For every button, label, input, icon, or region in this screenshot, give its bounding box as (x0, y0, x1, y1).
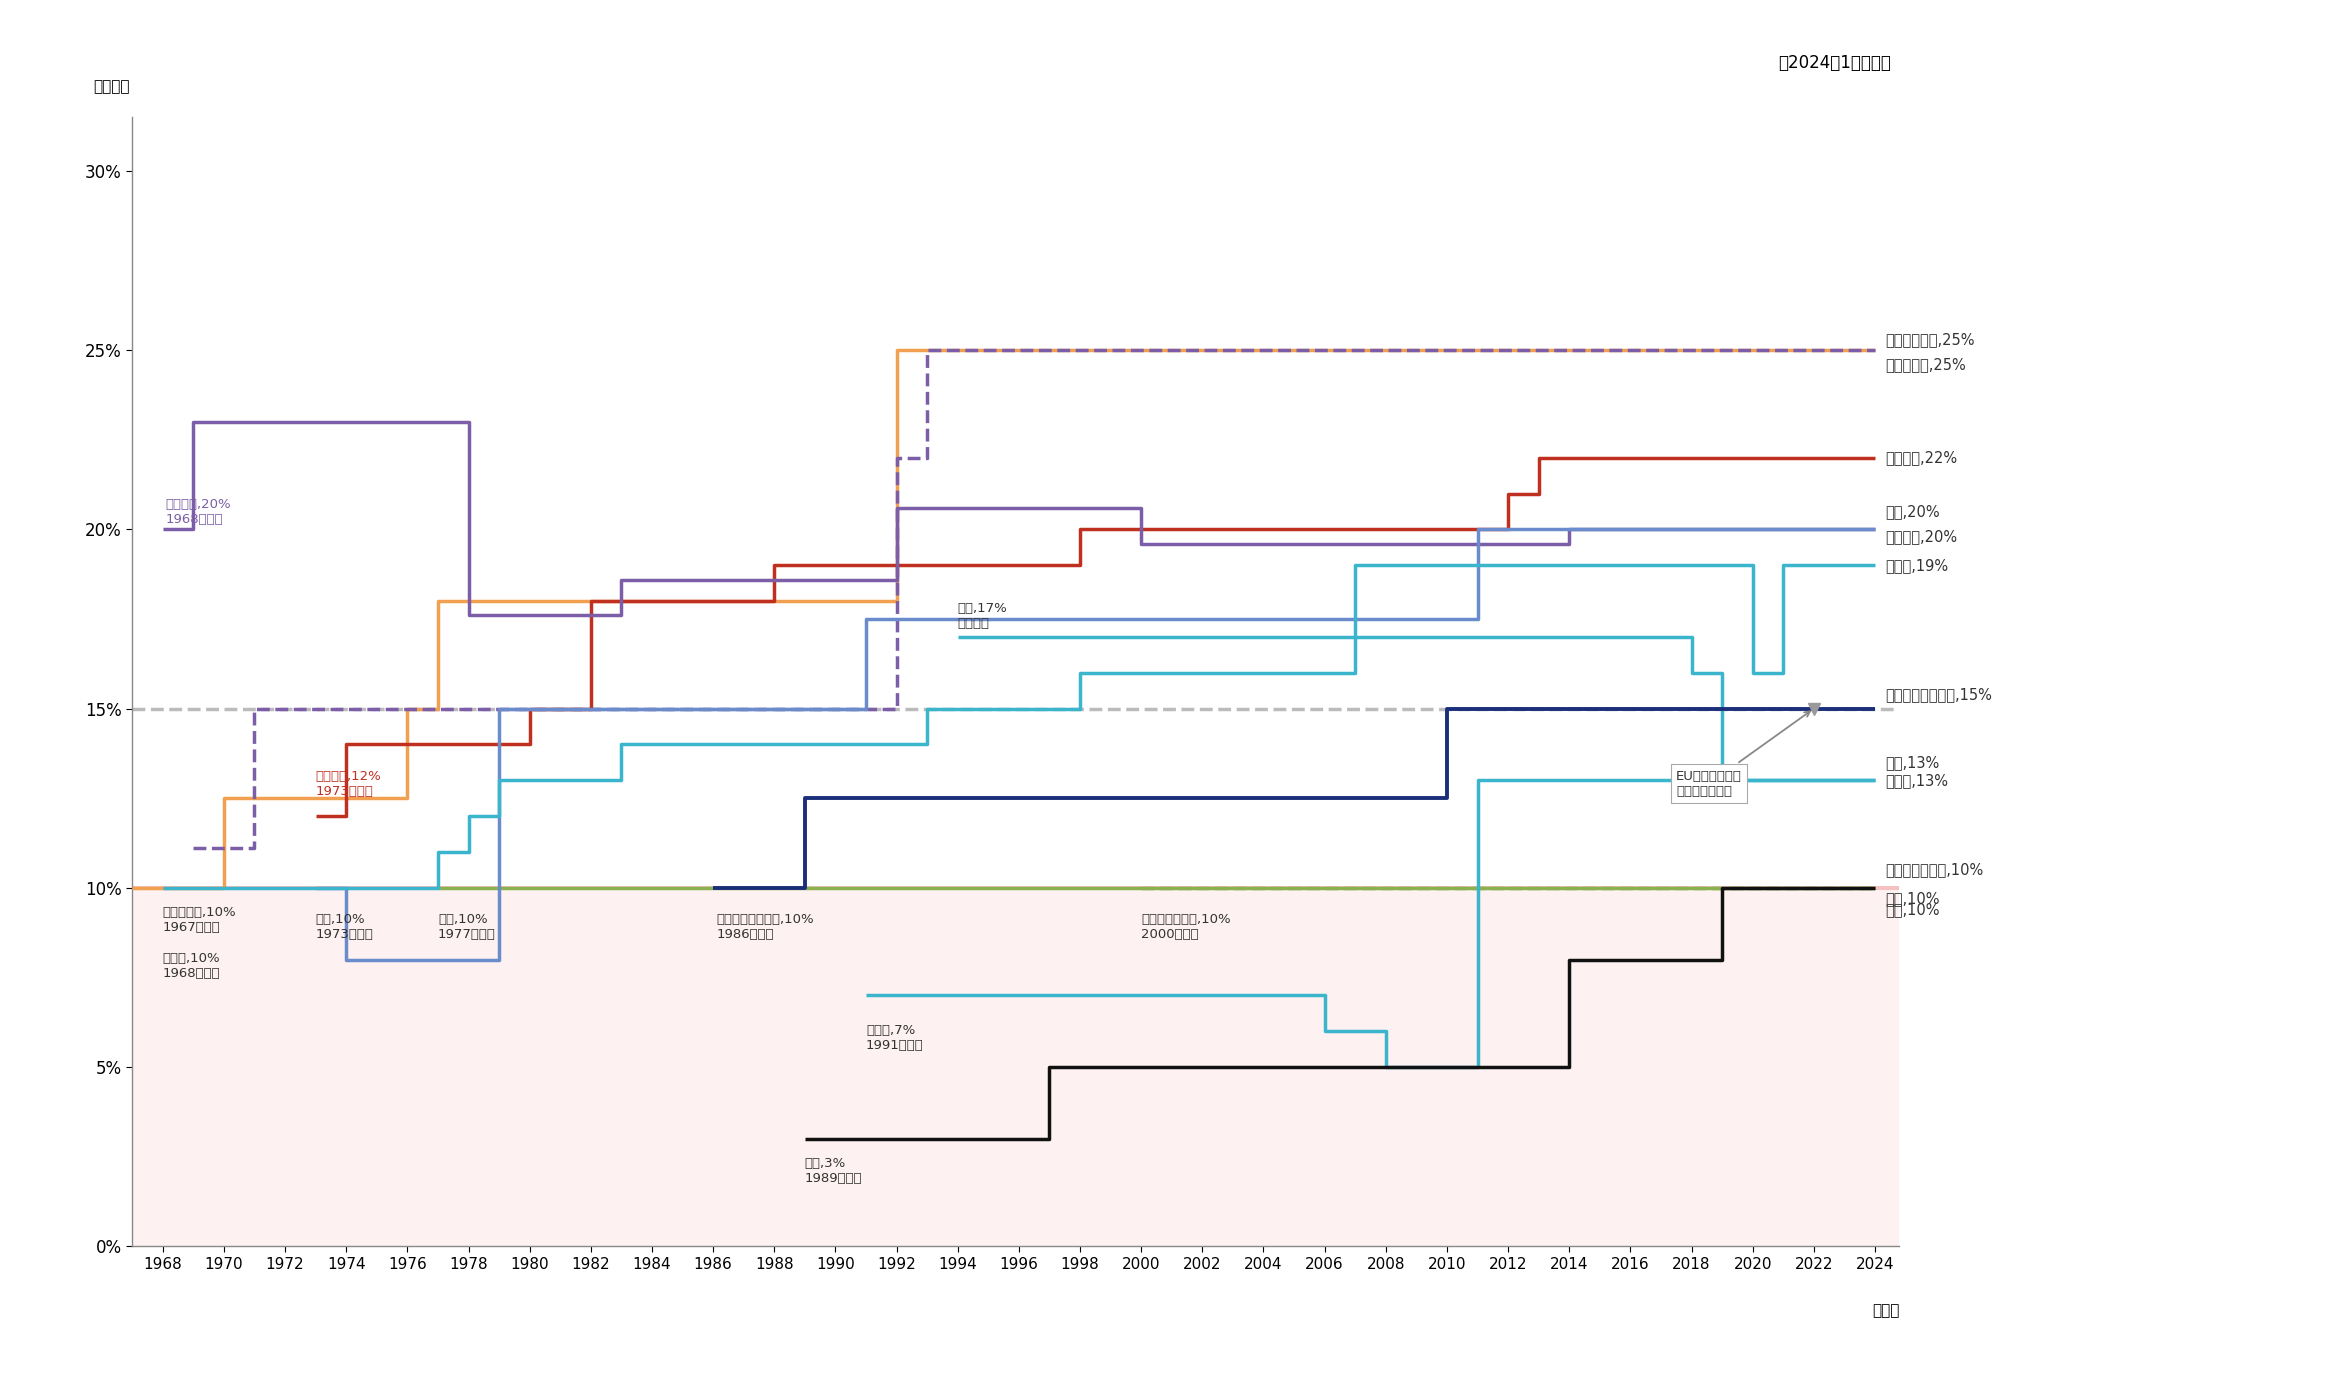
Text: イタリア,22%: イタリア,22% (1886, 450, 1958, 465)
Bar (133, 886, 1900, 889)
Text: 韓国,10%: 韓国,10% (1886, 891, 1940, 906)
Text: 韓国,10%
1977年導入: 韓国,10% 1977年導入 (439, 913, 495, 940)
Text: ニュージーランド,15%: ニュージーランド,15% (1886, 687, 1993, 702)
Text: （2024年1月時点）: （2024年1月時点） (1779, 54, 1891, 72)
Text: オーストラリア,10%: オーストラリア,10% (1886, 863, 1984, 878)
Text: デンマーク,25%: デンマーク,25% (1886, 357, 1968, 373)
Text: ドイツ,19%: ドイツ,19% (1886, 558, 1949, 573)
Text: 英国,10%
1973年導入: 英国,10% 1973年導入 (315, 913, 373, 940)
Text: フランス,20%
1968年導入: フランス,20% 1968年導入 (166, 497, 231, 526)
Text: 英国,20%: 英国,20% (1886, 504, 1940, 519)
Text: イタリア,12%
1973年導入: イタリア,12% 1973年導入 (315, 770, 380, 798)
Text: ニュージーランド,10%
1986年導入: ニュージーランド,10% 1986年導入 (717, 913, 815, 940)
Text: スウェーデン,25%: スウェーデン,25% (1886, 332, 1975, 346)
Text: カナダ,7%
1991年導入: カナダ,7% 1991年導入 (866, 1024, 924, 1053)
Text: ドイツ,10%
1968年導入: ドイツ,10% 1968年導入 (163, 953, 219, 981)
Text: オーストラリア,10%
2000年導入: オーストラリア,10% 2000年導入 (1141, 913, 1230, 940)
Bar (133, 888, 1900, 1246)
Text: カナダ,13%: カナダ,13% (1886, 773, 1949, 788)
Text: 日本,3%
1989年導入: 日本,3% 1989年導入 (805, 1156, 864, 1184)
Text: （年）: （年） (1872, 1303, 1900, 1317)
Text: デンマーク,10%
1967年導入: デンマーク,10% 1967年導入 (163, 906, 236, 933)
Text: 日本,10%: 日本,10% (1886, 902, 1940, 917)
Text: （税率）: （税率） (93, 79, 131, 94)
Text: フランス,20%: フランス,20% (1886, 529, 1958, 544)
Text: 中国,17%
（注２）: 中国,17% （注２） (957, 601, 1008, 630)
Text: 中国,13%: 中国,13% (1886, 755, 1940, 770)
Text: EU指令における
標準税率の下限: EU指令における 標準税率の下限 (1676, 712, 1809, 798)
